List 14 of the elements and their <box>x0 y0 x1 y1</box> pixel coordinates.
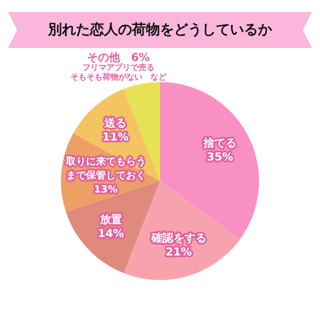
slice-label: その他 6% <box>87 50 150 64</box>
data-label: 13% <box>94 184 118 196</box>
text: フリマアプリで売る <box>82 63 154 72</box>
data-label: 21% <box>166 246 192 259</box>
slice-label: 取りに来てもらうまで保管しておく <box>64 155 146 182</box>
slice-label: 捨てる <box>202 136 236 150</box>
text: そもそも荷物がない など <box>70 72 168 82</box>
slice-label: 確認をする <box>150 232 206 245</box>
slice-label: 送る <box>103 116 126 130</box>
data-label: 11% <box>102 130 129 144</box>
data-label: 35% <box>206 150 234 164</box>
data-label: 14% <box>98 226 124 240</box>
chart-title: 別れた恋人の荷物をどうしているか <box>8 12 312 48</box>
slice-label: 放置 <box>98 212 122 226</box>
